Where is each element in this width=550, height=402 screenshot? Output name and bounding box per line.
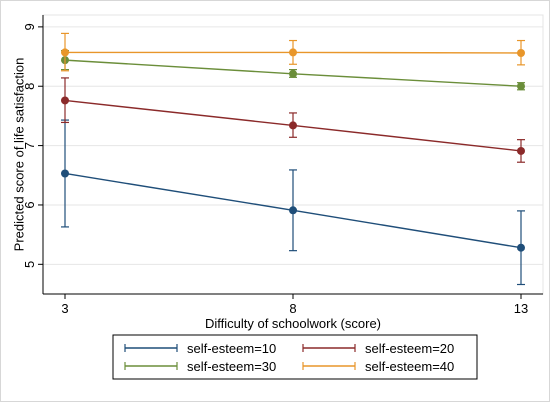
series-marks bbox=[61, 32, 525, 286]
x-tick-label: 8 bbox=[289, 301, 296, 316]
y-tick-label: 7 bbox=[22, 142, 37, 149]
data-point bbox=[289, 206, 297, 215]
legend: self-esteem=10 self-esteem=20 self-esteem=… bbox=[112, 334, 478, 380]
legend-box bbox=[112, 334, 478, 380]
y-tick-label: 8 bbox=[22, 83, 37, 90]
data-point bbox=[517, 82, 525, 91]
legend-label: self-esteem=10 bbox=[187, 341, 276, 356]
y-tick-label: 9 bbox=[22, 23, 37, 30]
legend-item: self-esteem=30 bbox=[124, 359, 276, 374]
legend-label: self-esteem=20 bbox=[365, 341, 454, 356]
data-point bbox=[517, 146, 525, 155]
data-point bbox=[517, 48, 525, 57]
data-point bbox=[61, 169, 69, 178]
data-point bbox=[61, 96, 69, 105]
legend-item: self-esteem=10 bbox=[124, 341, 276, 356]
x-axis-title: Difficulty of schoolwork (score) bbox=[205, 316, 381, 331]
y-tick-label: 6 bbox=[22, 201, 37, 208]
data-point bbox=[517, 243, 525, 252]
data-point bbox=[61, 48, 69, 57]
x-tick-label: 13 bbox=[514, 301, 528, 316]
series-self-esteem-10 bbox=[61, 119, 525, 286]
legend-label: self-esteem=40 bbox=[365, 359, 454, 374]
legend-label: self-esteem=30 bbox=[187, 359, 276, 374]
x-tick-label: 3 bbox=[61, 301, 68, 316]
series-self-esteem-20 bbox=[61, 77, 525, 163]
data-point bbox=[289, 48, 297, 57]
y-axis-title: Predicted score of life satisfaction bbox=[11, 58, 26, 252]
data-point bbox=[289, 69, 297, 78]
series-self-esteem-40 bbox=[61, 32, 525, 72]
legend-item: self-esteem=20 bbox=[302, 341, 454, 356]
data-point bbox=[289, 121, 297, 130]
y-tick-label: 5 bbox=[22, 261, 37, 268]
legend-item: self-esteem=40 bbox=[302, 359, 454, 374]
axes: 5 6 7 8 9 3 8 13 bbox=[22, 15, 543, 316]
